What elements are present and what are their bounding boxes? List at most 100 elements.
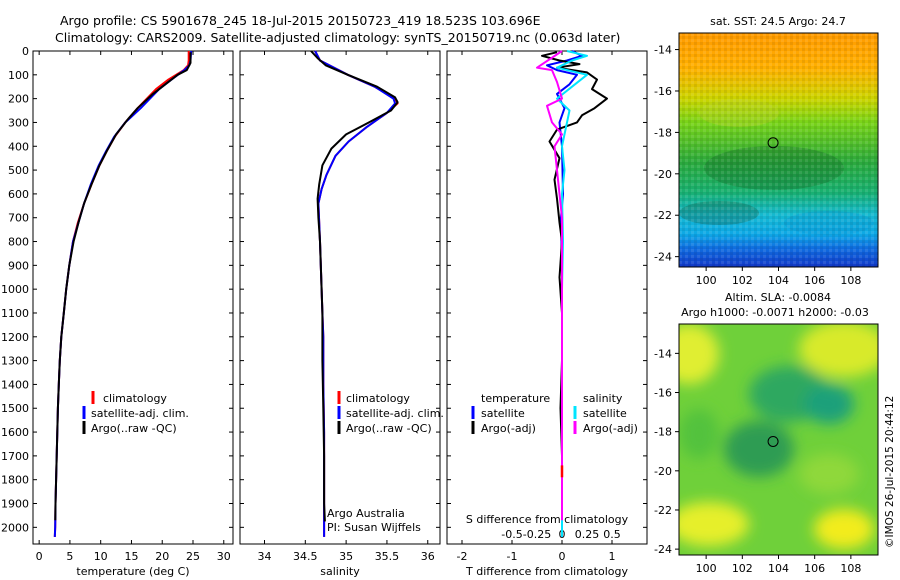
map-y-tick-label: -24 (654, 251, 672, 264)
sst-map: sat. SST: 24.5 Argo: 24.7 (654, 15, 879, 287)
difference-legend: temperature salinity satellite Argo(-adj… (471, 392, 638, 435)
x-tick-label: 25 (186, 550, 200, 563)
y-tick-label: 900 (8, 259, 29, 272)
s-tick-label: 0.5 (603, 528, 621, 541)
y-tick-label: 1900 (1, 498, 29, 511)
annotation-line-1: Argo Australia (327, 507, 405, 520)
copyright-stamp: ©IMOS 26-Jul-2015 20:44:12 (884, 396, 896, 548)
x-tick-label: 34 (257, 550, 271, 563)
sst-argo-location-marker (767, 137, 779, 149)
x-tick-label: 10 (94, 550, 108, 563)
series-line-argo-raw-qc- (54, 52, 192, 521)
map-y-tick-label: -20 (654, 465, 672, 478)
x-tick-label: 35.5 (375, 550, 400, 563)
y-tick-label: 1100 (1, 307, 29, 320)
map-x-tick-label: 108 (840, 562, 861, 575)
x-tick-label: 36 (421, 550, 435, 563)
map-y-tick-label: -24 (654, 543, 672, 556)
title-line-2: Climatology: CARS2009. Satellite-adjuste… (55, 30, 620, 45)
map-y-tick-label: -22 (654, 209, 672, 222)
y-tick-label: 700 (8, 212, 29, 225)
title-line-1: Argo profile: CS 5901678_245 18-Jul-2015… (60, 13, 541, 28)
y-tick-label: 0 (22, 45, 29, 58)
map-y-tick-label: -16 (654, 387, 672, 400)
x-tick-label: -2 (457, 550, 468, 563)
temperature-panel: 0100200300400500600700800900100011001200… (1, 45, 234, 578)
difference-xlabel: T difference from climatology (465, 565, 628, 578)
salinity-legend-satellite: satellite-adj. clim. (346, 407, 444, 420)
diff-legend-sal-argo: Argo(-adj) (583, 422, 638, 435)
map-x-tick-label: 102 (732, 274, 753, 287)
s-tick-label: -0.25 (523, 528, 551, 541)
map-y-tick-label: -14 (654, 44, 672, 57)
temperature-legend-argo: Argo(..raw -QC) (91, 422, 177, 435)
temperature-legend-climatology: climatology (103, 392, 167, 405)
temperature-ticks: 0100200300400500600700800900100011001200… (1, 45, 233, 563)
y-tick-label: 1000 (1, 283, 29, 296)
s-tick-label: -0.5 (501, 528, 522, 541)
sla-map-ticks: 100 102 104 106 108 -14 -16 -18 -20 -22 -24 (654, 347, 861, 575)
sla-heatmap (679, 324, 878, 555)
map-y-tick-label: -18 (654, 126, 672, 139)
y-tick-label: 1400 (1, 378, 29, 391)
difference-axes (446, 50, 648, 545)
diff-legend-salinity: salinity (583, 392, 623, 405)
diff-legend-temp-argo: Argo(-adj) (481, 422, 536, 435)
sst-heatmap (679, 33, 878, 267)
map-y-tick-label: -22 (654, 504, 672, 517)
series-line-salinity-argo-adj- (536, 50, 563, 521)
x-tick-label: 20 (155, 550, 169, 563)
s-tick-label: 0.25 (575, 528, 600, 541)
y-tick-label: 200 (8, 93, 29, 106)
y-tick-label: 1700 (1, 450, 29, 463)
annotation-line-2: PI: Susan Wijffels (327, 521, 421, 534)
difference-panel: -2 -1 0 1-0.5 -0.25 0 0.25 0.5 T difference fro… (446, 50, 648, 578)
salinity-legend-argo: Argo(..raw -QC) (346, 422, 432, 435)
x-tick-label: 30 (217, 550, 231, 563)
sla-map-subtitle: Argo h1000: -0.0071 h2000: -0.03 (681, 306, 869, 319)
temperature-axes (32, 50, 234, 545)
temperature-xlabel: temperature (deg C) (76, 565, 189, 578)
sla-map: Altim. SLA: -0.0084 Argo h1000: -0.0071 … (654, 291, 879, 575)
diff-legend-temp-satellite: satellite (481, 407, 525, 420)
x-tick-label: 1 (609, 550, 616, 563)
map-y-tick-label: -18 (654, 426, 672, 439)
series-line-argo-raw-qc- (310, 50, 399, 522)
map-x-tick-label: 106 (804, 562, 825, 575)
temperature-lines (53, 50, 193, 537)
sst-map-ticks: 100 102 104 106 108 -14 -16 -18 -20 -22 -24 (654, 44, 861, 287)
salinity-legend-climatology: climatology (346, 392, 410, 405)
sst-map-title: sat. SST: 24.5 Argo: 24.7 (710, 15, 846, 28)
map-y-tick-label: -14 (654, 347, 672, 360)
y-tick-label: 100 (8, 69, 29, 82)
map-x-tick-label: 100 (696, 562, 717, 575)
y-tick-label: 1600 (1, 426, 29, 439)
map-y-tick-label: -16 (654, 85, 672, 98)
x-tick-label: 35 (339, 550, 353, 563)
y-tick-label: 1300 (1, 355, 29, 368)
sla-map-title: Altim. SLA: -0.0084 (725, 291, 831, 304)
y-tick-label: 800 (8, 236, 29, 249)
x-tick-label: 34.5 (293, 550, 318, 563)
map-x-tick-label: 108 (840, 274, 861, 287)
salinity-axes (239, 50, 441, 545)
y-tick-label: 600 (8, 188, 29, 201)
y-tick-label: 300 (8, 116, 29, 129)
x-tick-label: 5 (66, 550, 73, 563)
salinity-panel: 34 34.5 35 35.5 36 salinity climatology sate… (239, 50, 444, 578)
x-tick-label: 15 (124, 550, 138, 563)
y-tick-label: 1800 (1, 474, 29, 487)
salinity-legend: climatology satellite-adj. clim. Argo(..… (337, 391, 444, 435)
map-x-tick-label: 104 (768, 274, 789, 287)
y-tick-label: 2000 (1, 521, 29, 534)
temperature-legend: climatology satellite-adj. clim. Argo(..… (82, 391, 189, 435)
sla-argo-location-marker (767, 435, 779, 447)
x-tick-label: -1 (507, 550, 518, 563)
salinity-ticks: 34 34.5 35 35.5 36 (240, 50, 440, 563)
salinity-xlabel: salinity (320, 565, 360, 578)
y-tick-label: 1200 (1, 331, 29, 344)
temperature-legend-satellite: satellite-adj. clim. (91, 407, 189, 420)
x-tick-label: 0 (559, 550, 566, 563)
diff-legend-sal-satellite: satellite (583, 407, 627, 420)
